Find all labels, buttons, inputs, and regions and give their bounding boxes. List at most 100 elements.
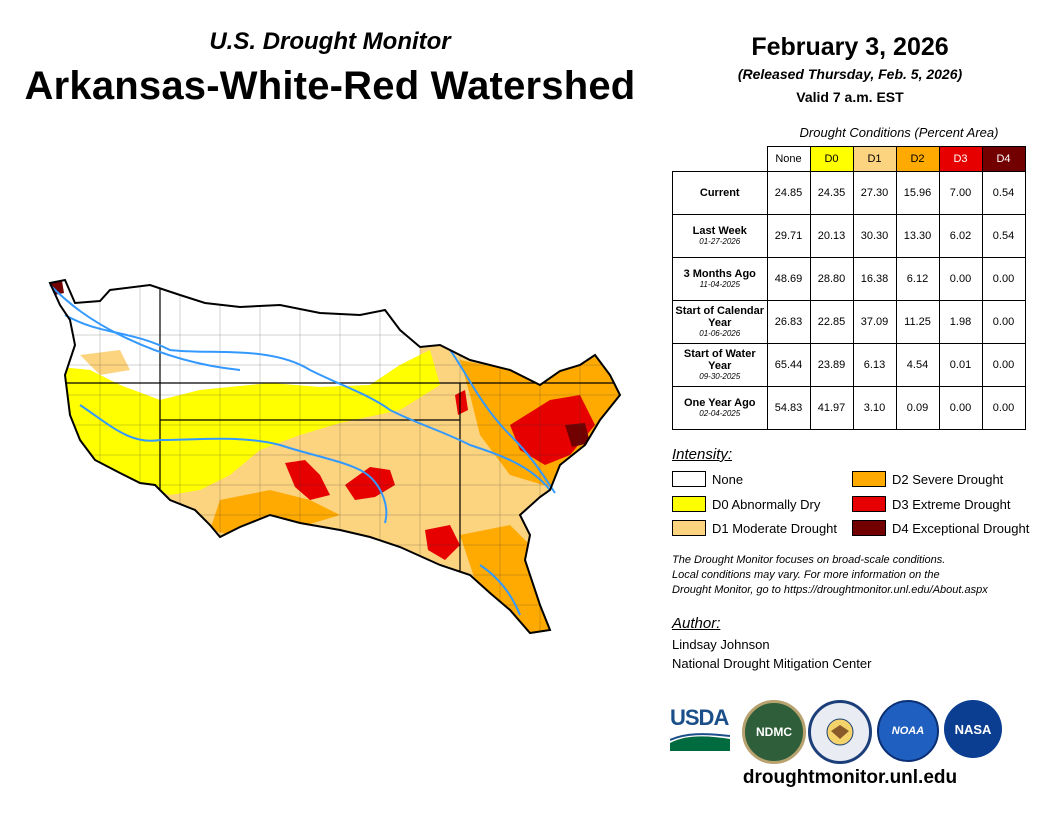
note-line: Local conditions may vary. For more info…	[672, 569, 940, 581]
legend-label: None	[712, 471, 744, 487]
table-cell: 6.02	[938, 214, 983, 258]
table-cell: 6.12	[895, 257, 940, 301]
table-cell: 1.98	[938, 300, 983, 344]
disclaimer-note: The Drought Monitor focuses on broad-sca…	[672, 553, 1052, 598]
nasa-logo-text: NASA	[954, 721, 992, 737]
website-url: droughtmonitor.unl.edu	[742, 767, 958, 788]
legend-label: D3 Extreme Drought	[892, 496, 1011, 512]
map-date: February 3, 2026	[751, 33, 949, 61]
table-cell: 23.89	[809, 343, 854, 387]
watershed-outline	[48, 278, 622, 635]
row-date: 01-06-2026	[699, 329, 741, 338]
table-cell: 0.54	[981, 214, 1026, 258]
nasa-logo: NASA	[944, 700, 1002, 758]
release-date: (Released Thursday, Feb. 5, 2026)	[737, 66, 963, 82]
legend-item-d0: D0 Abnormally Dry	[672, 496, 820, 512]
row-label: Start of Water Year 09-30-2025	[672, 343, 768, 387]
table-cell: 0.01	[938, 343, 983, 387]
table-row: Start of Water Year 09-30-2025 65.44 23.89 6…	[672, 343, 1026, 387]
note-line: The Drought Monitor focuses on broad-sca…	[672, 554, 946, 566]
table-row: Current 24.85 24.35 27.30 15.96 7.00 0.54	[672, 171, 1026, 215]
table-cell: 3.10	[852, 386, 897, 430]
table-cell: 48.69	[766, 257, 811, 301]
row-label: 3 Months Ago 11-04-2025	[672, 257, 768, 301]
col-header-d1: D1	[852, 146, 897, 172]
row-label-text: Current	[699, 187, 740, 199]
table-cell: 20.13	[809, 214, 854, 258]
note-line: Drought Monitor, go to https://droughtmo…	[672, 584, 988, 596]
ndmc-logo: NDMC	[742, 700, 806, 764]
legend-swatch	[852, 496, 886, 512]
col-header-none: None	[766, 146, 811, 172]
state-lines	[50, 280, 620, 575]
table-cell: 0.00	[981, 257, 1026, 301]
legend-item-d4: D4 Exceptional Drought	[852, 520, 1029, 536]
table-cell: 24.85	[766, 171, 811, 215]
author-name: Lindsay Johnson	[672, 637, 770, 652]
table-cell: 15.96	[895, 171, 940, 215]
row-label-text: One Year Ago	[683, 397, 756, 409]
table-caption: Drought Conditions (Percent Area)	[799, 125, 999, 140]
table-cell: 13.30	[895, 214, 940, 258]
table-cell: 0.00	[981, 386, 1026, 430]
col-header-d2: D2	[895, 146, 940, 172]
map-subtitle: U.S. Drought Monitor	[209, 28, 451, 55]
rivers	[49, 284, 556, 616]
legend-swatch	[852, 520, 886, 536]
usda-hills-icon	[669, 733, 731, 751]
ndmc-logo-text: NDMC	[756, 725, 792, 739]
row-label: One Year Ago 02-04-2025	[672, 386, 768, 430]
table-cell: 26.83	[766, 300, 811, 344]
drought-conditions-table: None D0 D1 D2 D3 D4 Current 24.85 24.35 27.…	[672, 146, 1026, 430]
legend-title: Intensity:	[672, 446, 733, 463]
header-blank	[673, 147, 768, 172]
legend-label: D1 Moderate Drought	[712, 520, 838, 536]
legend-item-d2: D2 Severe Drought	[852, 471, 1003, 487]
table-cell: 0.00	[981, 300, 1026, 344]
usda-logo-text: USDA	[670, 705, 729, 730]
table-cell: 6.13	[852, 343, 897, 387]
row-label-text: Start of Calendar Year	[675, 305, 765, 329]
table-header-row: None D0 D1 D2 D3 D4	[673, 146, 1026, 172]
table-row: Start of Calendar Year 01-06-2026 26.83 22.…	[672, 300, 1026, 344]
col-header-d4: D4	[981, 146, 1026, 172]
table-cell: 41.97	[809, 386, 854, 430]
noaa-logo: NOAA	[877, 700, 939, 762]
eagle-icon	[826, 718, 854, 746]
legend-item-d3: D3 Extreme Drought	[852, 496, 1011, 512]
legend-item-d1: D1 Moderate Drought	[672, 520, 837, 536]
col-header-d0: D0	[809, 146, 854, 172]
author-title: Author:	[672, 615, 721, 632]
row-label: Current	[672, 171, 768, 215]
drought-map	[48, 278, 622, 635]
row-date: 02-04-2025	[699, 409, 741, 418]
valid-time: Valid 7 a.m. EST	[796, 89, 904, 105]
map-title: Arkansas-White-Red Watershed	[24, 64, 636, 108]
row-label-text: Last Week	[692, 225, 747, 237]
legend-label: D4 Exceptional Drought	[892, 520, 1030, 536]
table-row: 3 Months Ago 11-04-2025 48.69 28.80 16.38 6.1…	[672, 257, 1026, 301]
row-label-text: 3 Months Ago	[683, 268, 756, 280]
table-cell: 7.00	[938, 171, 983, 215]
table-cell: 65.44	[766, 343, 811, 387]
author-organization: National Drought Mitigation Center	[672, 656, 872, 671]
row-date: 11-04-2025	[699, 280, 740, 289]
row-date: 01-27-2026	[699, 237, 741, 246]
row-label-text: Start of Water Year	[683, 348, 756, 372]
legend-swatch	[672, 496, 706, 512]
table-cell: 11.25	[895, 300, 940, 344]
table-cell: 16.38	[852, 257, 897, 301]
legend-swatch	[672, 471, 706, 487]
legend-label: D0 Abnormally Dry	[712, 496, 821, 512]
row-label: Last Week 01-27-2026	[672, 214, 768, 258]
table-cell: 24.35	[809, 171, 854, 215]
table-cell: 29.71	[766, 214, 811, 258]
table-cell: 27.30	[852, 171, 897, 215]
table-cell: 0.09	[895, 386, 940, 430]
row-label: Start of Calendar Year 01-06-2026	[672, 300, 768, 344]
table-row: One Year Ago 02-04-2025 54.83 41.97 3.10 0.09…	[672, 386, 1026, 430]
usda-logo: USDA	[669, 705, 732, 753]
legend-label: D2 Severe Drought	[892, 471, 1004, 487]
table-cell: 37.09	[852, 300, 897, 344]
table-cell: 0.00	[981, 343, 1026, 387]
